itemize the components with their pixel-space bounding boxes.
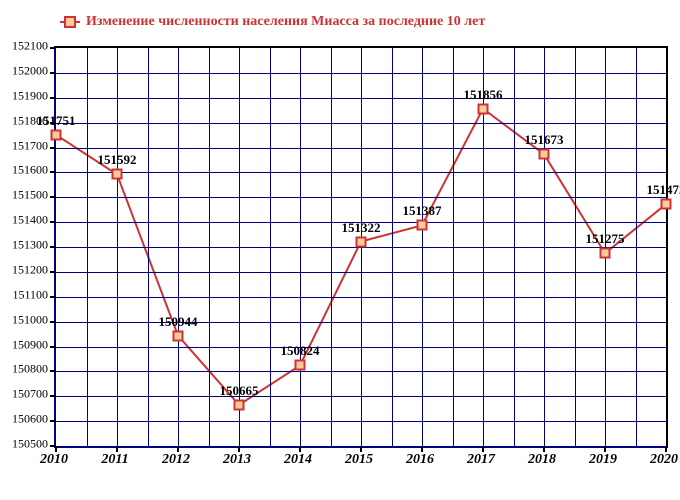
grid-line-h (56, 272, 666, 273)
data-marker (539, 149, 550, 160)
y-tick (50, 395, 56, 397)
data-marker (234, 399, 245, 410)
y-tick (50, 72, 56, 74)
data-value-label: 151275 (586, 231, 625, 247)
y-axis-label: 151800 (4, 113, 48, 128)
x-axis-label: 2014 (284, 452, 312, 468)
y-tick (50, 47, 56, 49)
y-tick (50, 271, 56, 273)
y-tick (50, 97, 56, 99)
y-tick (50, 370, 56, 372)
data-marker (417, 220, 428, 231)
data-value-label: 150944 (159, 314, 198, 330)
y-tick (50, 246, 56, 248)
data-value-label: 151387 (403, 203, 442, 219)
y-tick (50, 346, 56, 348)
x-axis-label: 2013 (223, 452, 251, 468)
y-axis-label: 151300 (4, 238, 48, 253)
y-axis-label: 150700 (4, 387, 48, 402)
y-tick (50, 321, 56, 323)
y-tick (50, 221, 56, 223)
data-marker (661, 199, 672, 210)
data-marker (173, 330, 184, 341)
y-tick (50, 420, 56, 422)
data-value-label: 151673 (525, 132, 564, 148)
y-axis-label: 151000 (4, 312, 48, 327)
grid-line-h (56, 322, 666, 323)
legend-label: Изменение численности населения Миасса з… (86, 14, 485, 30)
data-value-label: 151856 (464, 87, 503, 103)
grid-line-h (56, 172, 666, 173)
y-axis-label: 152100 (4, 39, 48, 54)
grid-line-h (56, 247, 666, 248)
grid-line-h (56, 148, 666, 149)
grid-line-h (56, 297, 666, 298)
x-axis-label: 2017 (467, 452, 495, 468)
grid-line-h (56, 347, 666, 348)
y-tick (50, 171, 56, 173)
y-axis-label: 151900 (4, 88, 48, 103)
data-value-label: 150665 (220, 383, 259, 399)
grid-line-h (56, 98, 666, 99)
chart-container: Изменение численности населения Миасса з… (0, 0, 680, 500)
y-axis-label: 151700 (4, 138, 48, 153)
y-axis-label: 152000 (4, 63, 48, 78)
y-axis-label: 150900 (4, 337, 48, 352)
y-axis-label: 151100 (4, 287, 48, 302)
grid-line-h (56, 197, 666, 198)
y-axis-label: 151200 (4, 262, 48, 277)
y-axis-label: 151600 (4, 163, 48, 178)
x-axis-label: 2011 (101, 452, 128, 468)
y-tick (50, 147, 56, 149)
data-marker (600, 248, 611, 259)
x-axis-label: 2015 (345, 452, 373, 468)
y-axis-label: 151500 (4, 188, 48, 203)
x-axis-label: 2016 (406, 452, 434, 468)
data-value-label: 151592 (98, 152, 137, 168)
x-axis-label: 2012 (162, 452, 190, 468)
data-marker (112, 169, 123, 180)
data-marker (356, 236, 367, 247)
y-tick (50, 296, 56, 298)
plot-area: 1517511515921509441506651508241513221513… (54, 46, 668, 448)
x-axis-label: 2018 (528, 452, 556, 468)
y-axis-label: 150600 (4, 412, 48, 427)
grid-line-h (56, 396, 666, 397)
legend: Изменение численности населения Миасса з… (60, 14, 485, 30)
y-axis-label: 150800 (4, 362, 48, 377)
data-marker (478, 103, 489, 114)
data-value-label: 150824 (281, 343, 320, 359)
grid-line-h (56, 123, 666, 124)
legend-marker-icon (60, 21, 80, 23)
data-value-label: 151322 (342, 220, 381, 236)
grid-line-h (56, 73, 666, 74)
y-axis-label: 151400 (4, 213, 48, 228)
data-marker (295, 360, 306, 371)
grid-line-h (56, 371, 666, 372)
x-axis-label: 2010 (40, 452, 68, 468)
y-tick (50, 196, 56, 198)
data-value-label: 151472 (647, 182, 680, 198)
x-axis-label: 2020 (650, 452, 678, 468)
x-axis-label: 2019 (589, 452, 617, 468)
grid-line-h (56, 421, 666, 422)
data-marker (51, 129, 62, 140)
y-axis-label: 150500 (4, 437, 48, 452)
